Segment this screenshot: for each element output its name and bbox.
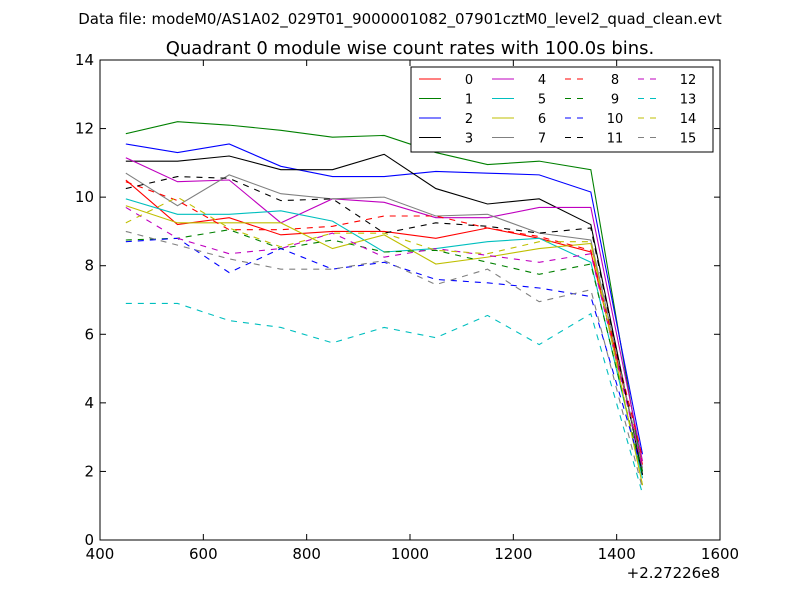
series-line-13 [125, 302, 644, 494]
figure-suptitle: Data file: modeM0/AS1A02_029T01_90000010… [78, 10, 722, 29]
legend-label-1: 1 [465, 93, 473, 108]
legend-label-10: 10 [607, 112, 624, 127]
series-line-2 [125, 143, 644, 455]
series-line-8 [125, 181, 644, 458]
series-line-12 [125, 206, 644, 469]
legend-label-2: 2 [465, 112, 473, 127]
x-offset-label: +2.27226e8 [627, 564, 720, 582]
legend-label-15: 15 [680, 132, 697, 147]
series-line-4 [125, 157, 644, 462]
series-line-9 [125, 229, 644, 475]
series-line-11 [125, 176, 644, 475]
legend-label-9: 9 [611, 93, 619, 108]
x-tick-label: 800 [292, 545, 321, 563]
series-line-6 [125, 205, 644, 486]
plot-frame [99, 59, 721, 541]
y-tick-label: 0 [84, 531, 94, 549]
series-line-0 [125, 179, 644, 465]
legend-label-3: 3 [465, 132, 473, 147]
legend-label-6: 6 [538, 112, 546, 127]
legend-label-12: 12 [680, 73, 697, 88]
x-tick-label: 400 [86, 545, 115, 563]
legend-box [410, 66, 714, 153]
series-line-10 [125, 237, 644, 472]
series-line-14 [125, 196, 644, 486]
series-layer [125, 121, 644, 494]
legend-label-4: 4 [538, 73, 546, 88]
legend-label-5: 5 [538, 93, 546, 108]
y-tick-label: 8 [84, 257, 94, 275]
x-tick-label: 1000 [391, 545, 429, 563]
y-tick-label: 12 [75, 120, 94, 138]
x-tick-label: 600 [189, 545, 218, 563]
legend-label-11: 11 [607, 132, 624, 147]
x-tick-label: 1200 [494, 545, 532, 563]
series-line-7 [125, 172, 644, 469]
legend-label-8: 8 [611, 73, 619, 88]
legend-label-7: 7 [538, 132, 546, 147]
chart-title: Quadrant 0 module wise count rates with … [166, 38, 655, 59]
series-line-1 [125, 121, 644, 472]
legend-label-14: 14 [680, 112, 697, 127]
x-tick-label: 1400 [598, 545, 636, 563]
y-tick-label: 6 [84, 325, 94, 343]
y-tick-label: 10 [75, 188, 94, 206]
y-tick-label: 2 [84, 462, 94, 480]
legend-label-13: 13 [680, 93, 697, 108]
y-tick-label: 4 [84, 394, 94, 412]
y-tick-label: 14 [75, 51, 94, 69]
legend-label-0: 0 [465, 73, 473, 88]
series-line-15 [125, 230, 644, 489]
x-tick-label: 1600 [701, 545, 739, 563]
